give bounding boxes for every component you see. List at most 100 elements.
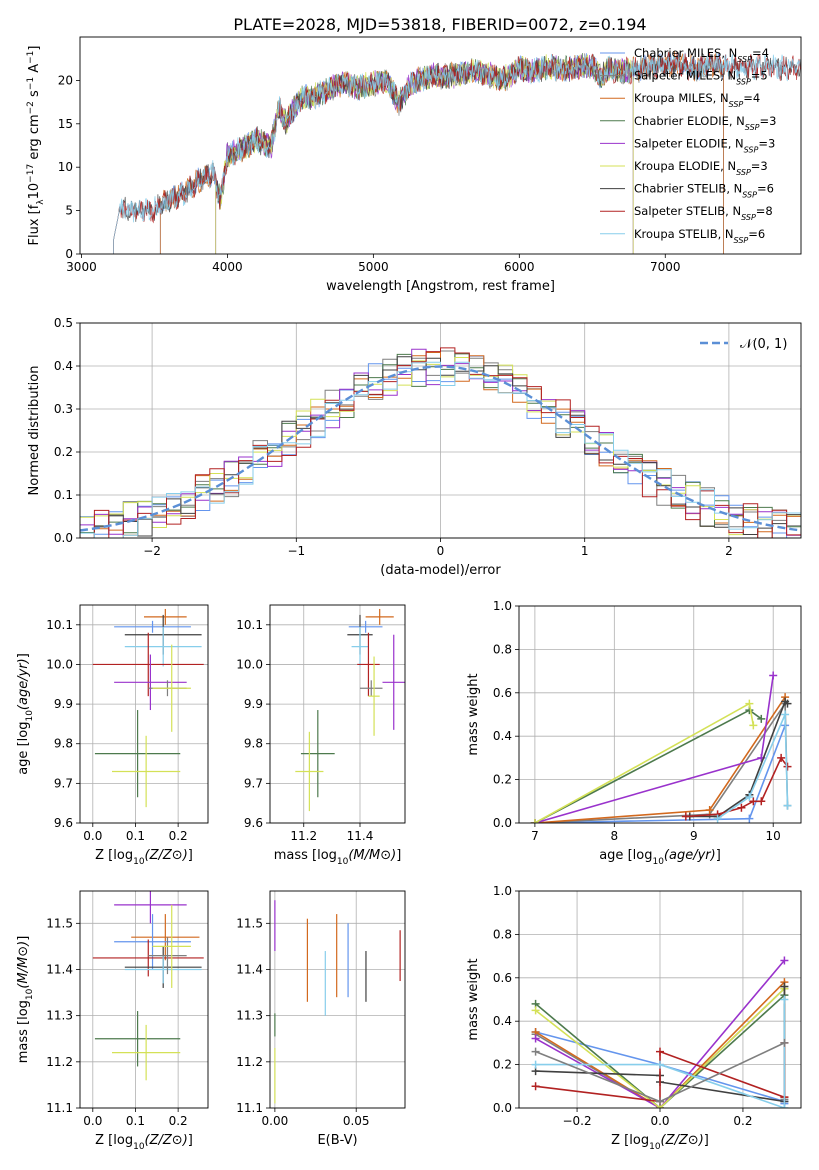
y-tick-label: 9.9 [244,697,263,711]
x-axis-label: E(B-V) [317,1133,357,1148]
data-point [713,814,722,823]
x-tick-label: 3000 [66,260,97,274]
series-line [717,714,789,820]
x-tick-label: 1 [581,544,589,558]
series-line [535,988,785,1108]
legend-label: Salpeter STELIB, NSSP=8 [634,204,773,222]
data-point [705,805,714,814]
histogram-kroupa-stelib [80,361,801,538]
data-point [780,1104,789,1108]
x-tick-label: 0.1 [126,1114,145,1128]
data-point [656,1097,664,1106]
data-point [531,1006,540,1015]
spectrum-panel: 3000 4000 5000 6000 7000 0 5 10 15 20 Chabrier MIL… [26,36,802,294]
axes-frame [79,36,802,255]
x-axis-label: mass [log10(M/M⊙)] [274,848,402,867]
grid [270,891,405,1109]
histogram-salpeter-stelib [80,347,801,538]
axes-frame [518,890,802,1109]
x-tick-label: 0.0 [650,1114,669,1128]
y-tick-label: 0.3 [54,402,73,416]
y-tick-label: 11.1 [236,1101,263,1115]
x-axis-label: age [log10(age/yr)] [599,848,721,867]
data-point [757,714,766,723]
data-point [780,1038,789,1047]
legend-label: Chabrier ELODIE, NSSP=3 [634,114,776,132]
data-point [531,1082,540,1091]
data-point [745,792,754,801]
x-tick-label: 0.2 [733,1114,752,1128]
y-tick-label: 0.6 [493,971,512,985]
y-axis-label: mass weight [466,958,481,1040]
x-tick-label: 7000 [650,260,681,274]
y-tick-label: 10.1 [46,618,73,632]
data-point [749,797,758,806]
x-tick-label: 0.2 [169,829,188,843]
error-bars [274,900,401,1104]
y-tick-label: 9.8 [54,737,73,751]
grid [519,605,801,824]
series-line [535,994,785,1108]
residuals-panel: −2 −1 0 1 2 0.0 0.1 0.2 0.3 0.4 0.5 𝒩(0, 1) (data-mo… [27,316,802,578]
histograms [80,347,801,538]
y-tick-label: 10.1 [236,618,263,632]
spectrum-legend: Chabrier MILES, NSSP=4 Salpeter MILES, NS… [600,46,776,244]
y-tick-label: 0.0 [493,1101,512,1115]
spectrum-kroupa-stelib [113,51,801,254]
y-tick-label: 11.2 [236,1055,263,1069]
y-tick-label: 5 [65,204,73,218]
y-tick-label: 10.0 [236,657,263,671]
data-point [749,721,758,730]
age-vs-Z-panel: 0.0 0.1 0.2 9.6 9.7 9.8 9.9 10.0 10.1 Z [log10(Z/… [16,604,209,867]
error-bars [92,608,204,808]
y-tick-label: 11.5 [236,916,263,930]
series-lines [530,671,792,823]
axes-frame [269,604,406,824]
x-tick-label: 0.0 [83,829,102,843]
error-bars [92,891,204,1081]
x-tick-label: 8 [611,829,619,843]
y-tick-label: 9.7 [244,776,263,790]
series-line [534,702,755,823]
x-tick-label: 5000 [358,260,389,274]
spectrum-chabrier-stelib [113,52,801,254]
y-tick-label: 0.6 [493,686,512,700]
y-tick-label: 9.8 [244,737,263,751]
data-point [780,995,789,1004]
y-tick-label: 0.2 [54,445,73,459]
y-axis-label: Flux [fλ10−17 erg cm−2 s−1 A−1] [26,46,46,246]
y-tick-label: 0.1 [54,488,73,502]
gaussian-curve [80,365,801,532]
data-point [531,1060,540,1069]
legend-label: Salpeter MILES, NSSP=5 [634,69,768,87]
mass-weight-vs-Z-panel: −0.2 0.0 0.2 0.0 0.2 0.4 0.6 0.8 1.0 Z [log10(Z/Z… [466,884,802,1152]
x-axis-label: Z [log10(Z/Z⊙)] [95,848,193,867]
x-tick-label: 6000 [504,260,535,274]
x-tick-label: 0 [437,544,445,558]
data-point [745,699,754,708]
y-tick-label: 0.2 [493,773,512,787]
y-tick-label: 11.1 [46,1101,73,1115]
data-point [531,1047,540,1056]
data-point [757,797,766,806]
mass-vs-ebv-panel: 0.00 0.05 11.1 11.2 11.3 11.4 11.5 E(B-V) [236,890,406,1148]
axes-frame [79,604,209,824]
y-tick-label: 10.0 [46,657,73,671]
data-point [777,753,786,762]
axes-frame [79,890,209,1109]
y-tick-label: 11.3 [46,1009,73,1023]
y-tick-label: 11.4 [236,962,263,976]
y-axis-label: mass weight [466,673,481,755]
data-point [656,1060,664,1069]
y-tick-label: 1.0 [493,884,512,898]
x-tick-label: 9 [690,829,698,843]
y-tick-label: 15 [58,117,73,131]
y-axis-label: age [log10(age/yr)] [16,653,35,775]
series-lines [531,956,789,1108]
y-tick-label: 0.0 [54,531,73,545]
x-tick-label: −0.2 [562,1114,591,1128]
legend-label: Chabrier MILES, NSSP=4 [634,46,769,64]
y-tick-label: 0 [65,247,73,261]
x-tick-label: 0.1 [126,829,145,843]
